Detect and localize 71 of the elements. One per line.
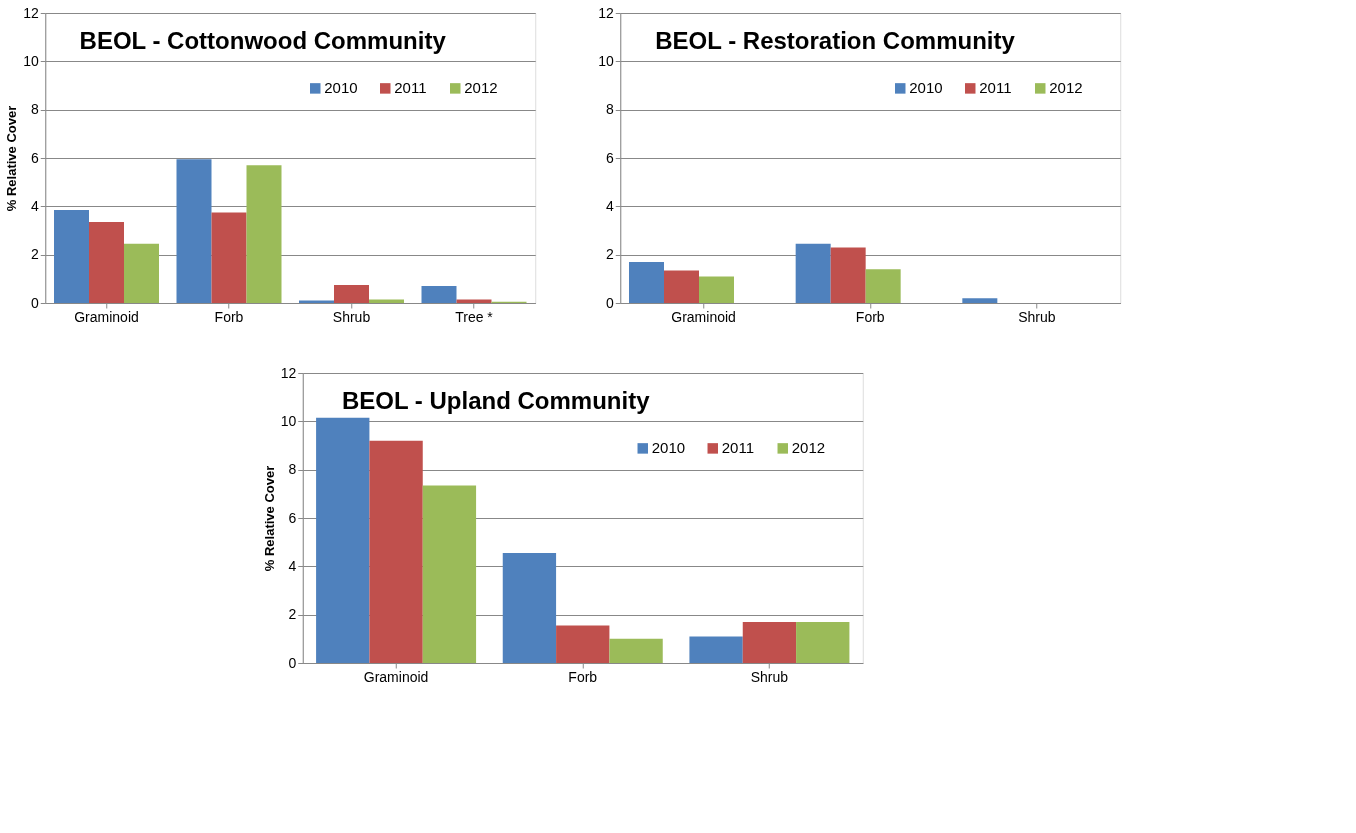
y-tick-label: 10 <box>280 412 297 429</box>
bar <box>742 621 797 663</box>
bar <box>89 222 124 303</box>
y-tick-label: 2 <box>288 606 297 623</box>
legend-label: 2010 <box>651 439 686 457</box>
x-tick-label: Graminoid <box>363 668 429 685</box>
legend-label: 2011 <box>979 79 1012 97</box>
y-tick-label: 4 <box>30 197 39 214</box>
x-tick-label: Graminoid <box>74 308 139 325</box>
y-tick-label: 10 <box>598 52 614 69</box>
bar <box>629 261 664 303</box>
bar <box>456 299 492 303</box>
y-tick-label: 4 <box>288 557 297 574</box>
bar <box>556 625 610 663</box>
y-tick-label: 8 <box>605 101 614 118</box>
y-tick-label: 6 <box>288 509 297 526</box>
y-tick-label: 12 <box>23 4 39 21</box>
y-tick-label: 0 <box>605 294 614 311</box>
text: BEOL - Cottonwood Community <box>79 27 447 54</box>
y-tick-label: 4 <box>605 197 614 214</box>
y-tick-label: 12 <box>598 4 614 21</box>
y-tick-label: 2 <box>30 246 39 263</box>
legend-label: 2012 <box>791 439 826 457</box>
y-tick-label: 8 <box>288 461 297 478</box>
legend-label: 2010 <box>909 79 943 97</box>
bar <box>176 159 212 303</box>
y-tick-label: 6 <box>30 149 39 166</box>
legend-label: 2011 <box>394 79 427 97</box>
y-tick-label: 0 <box>30 294 39 311</box>
bar <box>334 284 369 303</box>
bar <box>369 299 404 303</box>
bar <box>699 276 734 303</box>
x-tick-label: Shrub <box>1018 308 1056 325</box>
y-tick-label: 0 <box>288 654 297 671</box>
bar <box>664 270 699 303</box>
bar <box>422 485 477 663</box>
bar <box>54 209 89 303</box>
x-tick-label: Forb <box>855 308 885 325</box>
bar <box>421 286 457 303</box>
bar <box>796 621 850 663</box>
bar <box>124 243 159 303</box>
legend-label: 2010 <box>324 79 358 97</box>
bar <box>316 417 370 663</box>
x-tick-label: Forb <box>214 308 244 325</box>
x-tick-label: Shrub <box>750 668 789 685</box>
y-tick-label: 10 <box>23 52 39 69</box>
bar <box>211 212 247 303</box>
bar <box>795 243 831 303</box>
y-tick-label: 6 <box>605 149 614 166</box>
x-tick-label: Graminoid <box>671 308 736 325</box>
bar <box>502 553 557 663</box>
y-axis-title: % Relative Cover <box>4 105 20 212</box>
y-axis-title: % Relative Cover <box>261 465 277 572</box>
text: BEOL - Upland Community <box>341 387 651 414</box>
legend-label: 2011 <box>721 439 755 457</box>
bar <box>962 298 998 303</box>
bar <box>609 638 663 663</box>
bar <box>865 269 901 303</box>
bar <box>689 636 743 663</box>
x-tick-label: Tree * <box>455 308 494 325</box>
bar <box>830 247 866 303</box>
bar <box>246 165 282 303</box>
y-tick-label: 12 <box>280 364 297 381</box>
y-tick-label: 8 <box>30 101 39 118</box>
y-tick-label: 2 <box>605 246 614 263</box>
x-tick-label: Forb <box>568 668 598 685</box>
bar <box>369 440 423 663</box>
text: BEOL - Restoration Community <box>655 27 1016 54</box>
legend-label: 2012 <box>1049 79 1083 97</box>
legend-label: 2012 <box>464 79 498 97</box>
x-tick-label: Shrub <box>332 308 371 325</box>
